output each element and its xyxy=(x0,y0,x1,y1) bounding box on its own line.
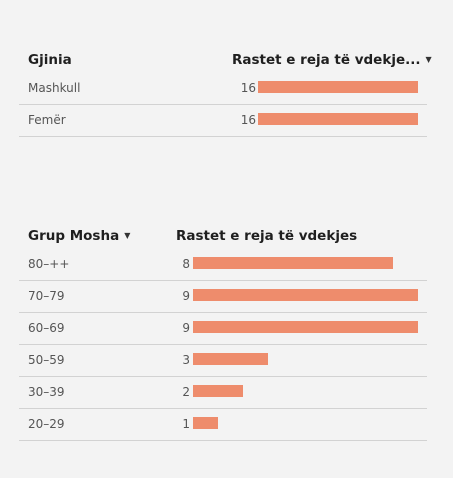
gender-table: Gjinia Rastet e reja të vdekje... ▼ Mashk… xyxy=(19,46,432,137)
value-bar xyxy=(193,257,393,269)
caret-down-icon: ▼ xyxy=(124,231,131,240)
table-row[interactable]: 30–39 2 xyxy=(19,377,427,409)
age-table-body: 80–++ 8 70–79 9 60–69 9 50–59 3 30–39 2 20–29 1 xyxy=(19,249,427,441)
value-bar xyxy=(258,113,418,125)
row-label: 30–39 xyxy=(28,385,65,399)
row-label: 50–59 xyxy=(28,353,65,367)
deaths-column-header[interactable]: Rastet e reja të vdekje... ▼ xyxy=(232,52,432,68)
gender-table-header: Gjinia Rastet e reja të vdekje... ▼ xyxy=(19,46,432,73)
row-label: 80–++ xyxy=(28,257,70,271)
table-row[interactable]: 80–++ 8 xyxy=(19,249,427,281)
table-row[interactable]: Femër 16 xyxy=(19,105,427,137)
row-label: 60–69 xyxy=(28,321,65,335)
value-bar xyxy=(258,81,418,93)
row-label: Femër xyxy=(28,113,66,127)
row-value: 2 xyxy=(182,385,190,399)
row-label: Mashkull xyxy=(28,81,81,95)
table-row[interactable]: 50–59 3 xyxy=(19,345,427,377)
table-row[interactable]: 60–69 9 xyxy=(19,313,427,345)
deaths-column-header-label: Rastet e reja të vdekje... xyxy=(232,52,421,68)
table-row[interactable]: Mashkull 16 xyxy=(19,73,427,105)
value-bar xyxy=(193,321,418,333)
value-bar xyxy=(193,289,418,301)
value-bar xyxy=(193,417,218,429)
row-label: 20–29 xyxy=(28,417,65,431)
value-bar xyxy=(193,385,243,397)
age-table: Grup Mosha ▼ Rastet e reja të vdekjes 80–… xyxy=(19,222,427,441)
age-group-column-header[interactable]: Grup Mosha ▼ xyxy=(28,228,130,244)
deaths-column-header[interactable]: Rastet e reja të vdekjes xyxy=(176,228,358,244)
caret-down-icon: ▼ xyxy=(425,55,432,64)
row-value: 3 xyxy=(182,353,190,367)
row-value: 9 xyxy=(182,321,190,335)
row-value: 8 xyxy=(182,257,190,271)
table-row[interactable]: 20–29 1 xyxy=(19,409,427,441)
gender-column-header[interactable]: Gjinia xyxy=(28,52,72,68)
row-value: 1 xyxy=(182,417,190,431)
row-label: 70–79 xyxy=(28,289,65,303)
table-row[interactable]: 70–79 9 xyxy=(19,281,427,313)
row-value: 16 xyxy=(240,81,256,95)
row-value: 16 xyxy=(240,113,256,127)
age-table-header: Grup Mosha ▼ Rastet e reja të vdekjes xyxy=(19,222,427,249)
gender-table-body: Mashkull 16 Femër 16 xyxy=(19,73,427,137)
value-bar xyxy=(193,353,268,365)
age-group-column-header-label: Grup Mosha xyxy=(28,228,120,244)
row-value: 9 xyxy=(182,289,190,303)
